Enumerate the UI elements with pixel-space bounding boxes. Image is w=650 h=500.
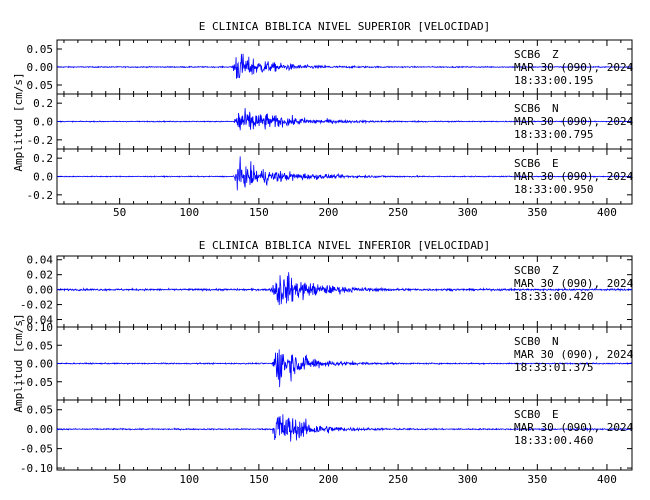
panel-frame <box>56 399 633 471</box>
x-tick-label: 50 <box>113 206 126 219</box>
y-tick-label: -0.2 <box>27 189 54 202</box>
y-tick-label: 0.0 <box>33 116 53 129</box>
waveform-series <box>56 272 633 306</box>
seismogram-chart-0: E CLINICA BIBLICA NIVEL SUPERIOR [VELOCI… <box>12 20 634 219</box>
x-tick-label: 150 <box>249 473 269 486</box>
y-tick-label: 0.00 <box>27 284 54 297</box>
waveform-series <box>56 53 633 79</box>
y-axis-label: Amplitud [cm/s] <box>12 72 25 171</box>
seismogram-chart-1: E CLINICA BIBLICA NIVEL INFERIOR [VELOCI… <box>12 239 634 486</box>
record-date: MAR 30 (090), 2024 <box>514 170 634 183</box>
x-tick-label: 200 <box>319 206 339 219</box>
y-tick-label: -0.05 <box>20 443 53 456</box>
x-tick-label: 400 <box>597 473 617 486</box>
station-code: SCB6 <box>514 157 541 170</box>
x-tick-label: 350 <box>527 473 547 486</box>
x-tick-label: 150 <box>249 206 269 219</box>
record-time: 18:33:01.375 <box>514 361 593 374</box>
y-tick-label: 0.05 <box>27 339 54 352</box>
station-code: SCB6 <box>514 102 541 115</box>
waveform-series <box>56 156 633 191</box>
y-tick-label: 0.2 <box>33 97 53 110</box>
record-date: MAR 30 (090), 2024 <box>514 61 634 74</box>
record-date: MAR 30 (090), 2024 <box>514 115 634 128</box>
chart-title: E CLINICA BIBLICA NIVEL INFERIOR [VELOCI… <box>199 239 490 252</box>
y-tick-label: -0.04 <box>20 314 53 327</box>
x-tick-label: 300 <box>458 473 478 486</box>
x-tick-label: 250 <box>388 206 408 219</box>
station-code: SCB0 <box>514 264 541 277</box>
record-time: 18:33:00.460 <box>514 434 593 447</box>
y-tick-label: -0.10 <box>20 462 53 475</box>
y-tick-label: 0.2 <box>33 152 53 165</box>
record-date: MAR 30 (090), 2024 <box>514 348 634 361</box>
component-code: Z <box>552 264 559 277</box>
record-time: 18:33:00.420 <box>514 290 593 303</box>
y-tick-label: 0.00 <box>27 61 54 74</box>
component-code: Z <box>552 48 559 61</box>
y-tick-label: 0.05 <box>27 79 54 92</box>
y-tick-label: 0.0 <box>33 171 53 184</box>
y-tick-label: 0.10 <box>27 321 54 334</box>
record-date: MAR 30 (090), 2024 <box>514 421 634 434</box>
y-tick-label: -0.2 <box>27 134 54 147</box>
component-code: E <box>552 157 559 170</box>
y-tick-label: 0.02 <box>27 269 54 282</box>
record-time: 18:33:00.195 <box>514 74 593 87</box>
x-tick-label: 100 <box>179 206 199 219</box>
y-tick-label: 0.05 <box>27 43 54 56</box>
chart-title: E CLINICA BIBLICA NIVEL SUPERIOR [VELOCI… <box>199 20 490 33</box>
x-tick-label: 50 <box>113 473 126 486</box>
record-time: 18:33:00.795 <box>514 128 593 141</box>
x-tick-label: 350 <box>527 206 547 219</box>
component-code: N <box>552 335 559 348</box>
y-tick-label: 0.05 <box>27 404 54 417</box>
waveform-series <box>56 349 633 388</box>
x-tick-label: 100 <box>179 473 199 486</box>
waveform-series <box>56 108 633 131</box>
x-tick-label: 250 <box>388 473 408 486</box>
component-code: N <box>552 102 559 115</box>
waveform-series <box>56 414 633 442</box>
y-tick-label: 0.00 <box>27 358 54 371</box>
x-tick-label: 400 <box>597 206 617 219</box>
y-axis-label: Amplitud [cm/s] <box>12 313 25 412</box>
station-code: SCB0 <box>514 408 541 421</box>
record-date: MAR 30 (090), 2024 <box>514 277 634 290</box>
x-tick-label: 200 <box>319 473 339 486</box>
record-time: 18:33:00.950 <box>514 183 593 196</box>
y-tick-label: 0.00 <box>27 423 54 436</box>
x-tick-label: 300 <box>458 206 478 219</box>
station-code: SCB6 <box>514 48 541 61</box>
component-code: E <box>552 408 559 421</box>
station-code: SCB0 <box>514 335 541 348</box>
y-tick-label: 0.04 <box>27 254 54 267</box>
y-tick-label: -0.05 <box>20 376 53 389</box>
y-tick-label: -0.02 <box>20 299 53 312</box>
